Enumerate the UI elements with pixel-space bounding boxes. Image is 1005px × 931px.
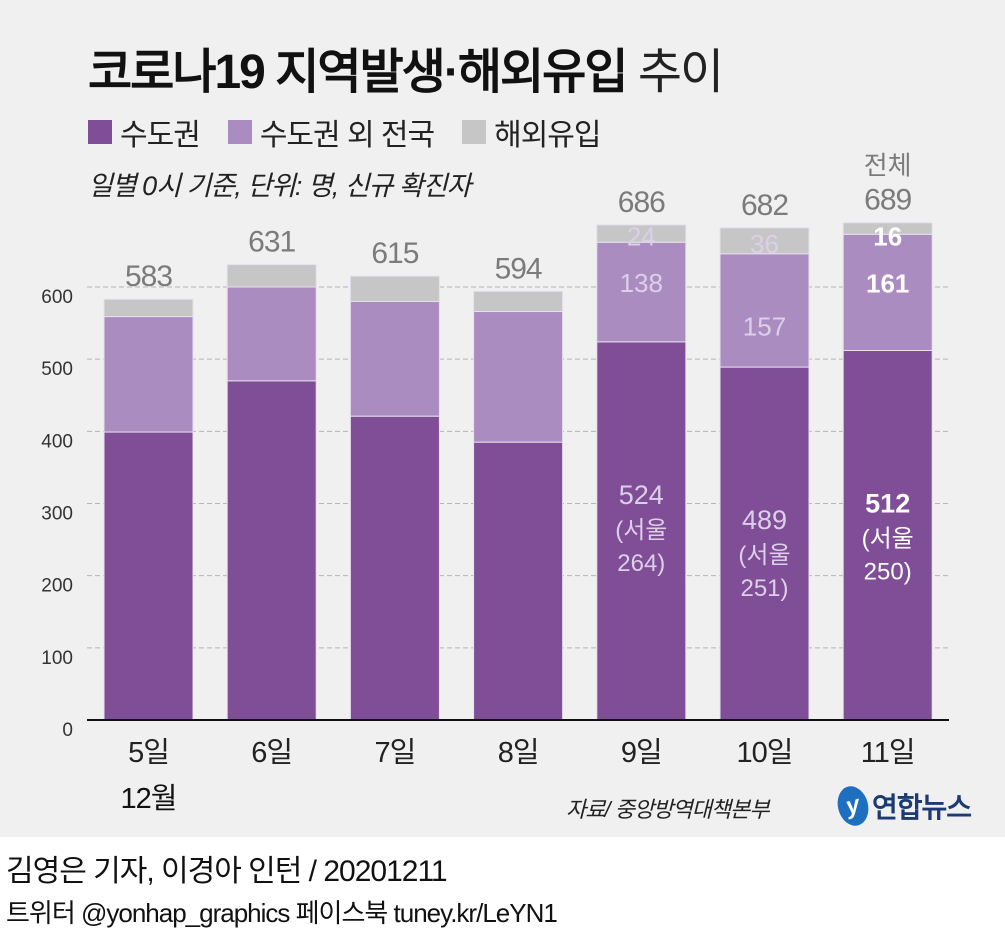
yonhap-logo-text: 연합뉴스 (872, 792, 972, 823)
capital-value-label: 512 (865, 488, 910, 518)
x-tick-label: 7일 (374, 737, 415, 769)
bar-segment-imported (226, 264, 317, 288)
bar-segment-noncapital (596, 241, 687, 343)
x-tick-label: 8일 (498, 737, 539, 769)
y-tick-label: 200 (41, 576, 73, 597)
x-tick-label: 9일 (621, 737, 662, 769)
y-tick-label: 300 (41, 503, 73, 524)
seoul-value-label: (서울 (615, 517, 667, 544)
bar-segment-noncapital (226, 286, 317, 382)
y-tick-label: 100 (41, 648, 73, 669)
bar-segment-capital (103, 431, 194, 721)
social-line: 트위터 @yonhap_graphics 페이스북 tuney.kr/LeYN1 (6, 898, 558, 928)
bar-segment-capital (719, 366, 810, 721)
legend: 수도권 수도권 외 전국 해외유입 (88, 110, 629, 154)
stacked-bar-chart: 0 100 200 300 400 500 600 583 5일 631 6일 615 7일 594 8일 6… (41, 151, 949, 815)
legend-item-noncapital: 수도권 외 전국 (227, 110, 435, 154)
bar-segment-imported (103, 298, 194, 318)
x-tick-label: 6일 (251, 737, 292, 769)
chart-title: 코로나19 지역발생·해외유입 추이 (88, 32, 724, 102)
bar-segment-capital (226, 380, 317, 721)
legend-swatch-imported (462, 120, 487, 144)
bar-segment-noncapital (842, 233, 933, 351)
total-prefix-label: 전체 (864, 151, 912, 181)
bar-segment-noncapital (103, 316, 194, 433)
bar-segment-capital (473, 441, 564, 721)
bar-segment-imported (719, 227, 810, 255)
imported-value-label: 16 (873, 222, 902, 252)
bar-segment-capital (596, 341, 687, 721)
seoul-value-label: 264) (617, 550, 665, 577)
legend-item-imported: 해외유입 (462, 110, 602, 154)
bar-segment-noncapital (719, 253, 810, 368)
title-light: 추이 (637, 46, 724, 99)
noncapital-value-label: 138 (620, 268, 663, 298)
bar-segment-imported (349, 275, 440, 302)
total-label: 689 (864, 184, 911, 217)
bar-segment-capital (842, 349, 933, 721)
credit-line: 김영은 기자, 이경아 인턴 / 20201211 (6, 855, 448, 888)
bar-segment-imported (842, 222, 933, 235)
noncapital-value-label: 161 (866, 268, 909, 298)
legend-swatch-capital (88, 120, 112, 144)
bar-segment-capital (349, 415, 440, 721)
x-group-label: 12월 (121, 782, 177, 815)
seoul-value-label: (서울 (738, 542, 790, 569)
total-label: 615 (371, 237, 418, 270)
x-tick-label: 5일 (128, 737, 169, 769)
seoul-value-label: 250) (864, 558, 912, 585)
source-note: 자료/ 중앙방역대책본부 (566, 797, 770, 822)
chart-subtitle: 일별 0시 기준, 단위: 명, 신규 확진자 (88, 171, 471, 201)
seoul-value-label: (서울 (862, 525, 914, 552)
bar-segment-imported (473, 290, 564, 313)
title-bold: 코로나19 지역발생·해외유입 (88, 46, 628, 99)
y-tick-label: 400 (41, 431, 73, 452)
x-tick-label: 10일 (737, 737, 793, 769)
total-label: 682 (741, 189, 788, 222)
yonhap-logo-icon: y (833, 782, 873, 830)
legend-label: 수도권 외 전국 (259, 119, 435, 152)
capital-value-label: 489 (742, 505, 787, 535)
total-label: 686 (618, 186, 665, 219)
legend-label: 수도권 (120, 119, 201, 152)
bar-segment-noncapital (473, 311, 564, 443)
total-label: 631 (248, 226, 295, 259)
y-tick-label: 600 (41, 287, 73, 308)
legend-swatch-noncapital (227, 120, 252, 144)
y-tick-label: 500 (41, 359, 73, 380)
legend-label: 해외유입 (494, 119, 601, 152)
total-label: 583 (125, 260, 172, 293)
x-tick-label: 11일 (861, 737, 915, 769)
total-label: 594 (495, 252, 542, 285)
imported-value-label: 24 (627, 222, 656, 252)
yonhap-logo: y 연합뉴스 (833, 782, 972, 830)
imported-value-label: 36 (750, 229, 779, 259)
bar-segment-noncapital (349, 300, 440, 417)
noncapital-value-label: 157 (743, 311, 786, 341)
bar-segment-imported (596, 224, 687, 243)
seoul-value-label: 251) (740, 575, 788, 602)
legend-item-capital: 수도권 (88, 110, 201, 154)
y-tick-label: 0 (62, 720, 73, 741)
capital-value-label: 524 (619, 480, 664, 510)
